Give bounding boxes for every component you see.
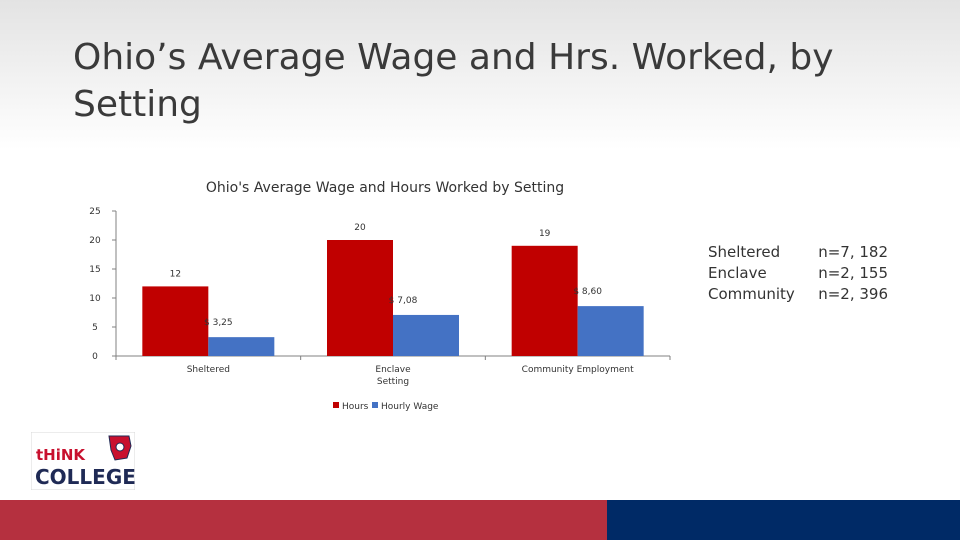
bar-hours [142,286,209,356]
footer-band-right [607,500,960,540]
legend-swatch [372,402,378,408]
data-label: 19 [539,229,551,239]
y-tick-label: 10 [89,294,101,304]
sample-size-value: n=2, 155 [818,264,888,282]
data-label: $ 3,25 [204,318,233,328]
x-tick-label: Sheltered [187,365,230,375]
sample-size-row-sheltered: Sheltered n=7, 182 [708,242,888,263]
sample-size-list: Sheltered n=7, 182 Enclave n=2, 155 Comm… [708,242,888,305]
logo-text-think: tHiNK [36,446,86,464]
legend-label: Hours [342,402,369,412]
sample-size-row-enclave: Enclave n=2, 155 [708,263,888,284]
logo-text-college: COLLEGE! [35,465,135,489]
x-tick-label: Enclave [375,365,411,375]
x-tick-label: Community Employment [522,365,634,375]
bar-hours [511,245,578,356]
y-tick-label: 25 [89,207,100,217]
sample-size-row-community: Community n=2, 396 [708,284,888,305]
y-tick-label: 20 [89,236,101,246]
sample-size-label: Community [708,285,795,303]
bar-hourly-wage [393,314,459,356]
bar-hourly-wage [577,306,644,356]
sample-size-label: Enclave [708,264,767,282]
x-axis-label: Setting [377,377,409,387]
sample-size-value: n=2, 396 [818,285,888,303]
footer-band-left [0,500,607,540]
data-label: 20 [354,223,366,233]
bar-hourly-wage [208,337,275,356]
sample-size-label: Sheltered [708,243,781,261]
data-label: $ 7,08 [389,296,418,306]
y-tick-label: 15 [89,265,100,275]
legend-swatch [333,402,339,408]
chart-title: Ohio's Average Wage and Hours Worked by … [206,180,564,196]
think-college-logo: tHiNK COLLEGE! [31,432,135,490]
y-tick-label: 5 [92,323,98,333]
data-label: 12 [170,269,181,279]
legend-label: Hourly Wage [381,402,439,412]
bar-hours [327,240,393,356]
slide-title: Ohio’s Average Wage and Hrs. Worked, by … [73,37,834,125]
data-label: $ 8,60 [573,287,602,297]
y-tick-label: 0 [92,352,98,362]
sample-size-value: n=7, 182 [818,243,888,261]
